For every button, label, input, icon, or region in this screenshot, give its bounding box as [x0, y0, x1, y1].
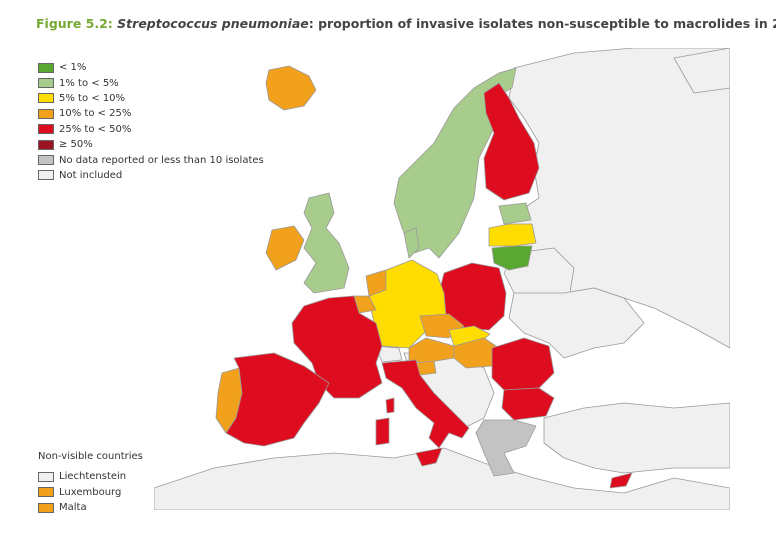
country-cyprus: [609, 472, 633, 489]
non-visible-label: Liechtenstein: [59, 471, 127, 483]
title-text: : proportion of invasive isolates non-su…: [308, 16, 776, 31]
non-visible-item: Luxembourg: [38, 485, 143, 501]
legend-item: 25% to < 50%: [38, 122, 264, 137]
country-estonia: [498, 202, 532, 225]
legend-item: 1% to < 5%: [38, 75, 264, 90]
legend-swatch: [38, 62, 54, 73]
country-bulgaria: [501, 387, 555, 421]
legend-label: 5% to < 10%: [59, 92, 126, 104]
country-lithuania: [491, 245, 533, 271]
figure-title: Figure 5.2: Streptococcus pneumoniae: pr…: [36, 16, 776, 31]
legend-swatch: [38, 471, 54, 482]
legend-item: Not included: [38, 168, 264, 183]
country-iceland: [265, 65, 317, 111]
legend-label: Not included: [59, 169, 123, 181]
country-france: [291, 295, 383, 399]
land-greenland-edge: [673, 48, 730, 94]
land-north-africa: [154, 447, 730, 510]
legend-label: 1% to < 5%: [59, 77, 119, 89]
legend-swatch: [38, 155, 54, 166]
country-finland: [483, 82, 540, 201]
legend-item: ≥ 50%: [38, 137, 264, 152]
land-ukraine: [508, 287, 645, 359]
non-visible-label: Malta: [59, 502, 87, 514]
country-sicily: [415, 447, 443, 467]
non-visible-item: Liechtenstein: [38, 469, 143, 485]
legend-swatch: [38, 487, 54, 498]
legend-swatch: [38, 78, 54, 89]
legend-swatch: [38, 93, 54, 104]
legend-item: 10% to < 25%: [38, 106, 264, 121]
country-uk: [303, 192, 350, 294]
legend-swatch: [38, 124, 54, 135]
country-netherlands: [365, 269, 387, 297]
legend-item: 5% to < 10%: [38, 91, 264, 106]
land-turkey: [543, 402, 730, 474]
country-latvia: [488, 223, 537, 247]
country-ireland: [265, 225, 305, 271]
non-visible-countries: Non-visible countries Liechtenstein Luxe…: [38, 451, 143, 516]
figure-label: Figure 5.2:: [36, 16, 113, 31]
legend-label: 10% to < 25%: [59, 108, 132, 120]
legend-label: No data reported or less than 10 isolate…: [59, 154, 264, 166]
non-visible-label: Luxembourg: [59, 486, 122, 498]
country-greece: [475, 419, 537, 477]
legend: < 1% 1% to < 5% 5% to < 10% 10% to < 25%…: [38, 60, 264, 183]
legend-swatch: [38, 139, 54, 150]
legend-label: 25% to < 50%: [59, 123, 132, 135]
europe-map: [154, 48, 730, 510]
country-spain: [225, 352, 330, 447]
legend-item: No data reported or less than 10 isolate…: [38, 152, 264, 167]
non-visible-title: Non-visible countries: [38, 451, 143, 462]
country-denmark: [403, 227, 420, 259]
country-sardinia: [375, 417, 390, 446]
legend-label: < 1%: [59, 62, 87, 74]
legend-swatch: [38, 502, 54, 513]
legend-item: < 1%: [38, 60, 264, 75]
title-species: Streptococcus pneumoniae: [117, 16, 309, 31]
non-visible-item: Malta: [38, 500, 143, 516]
legend-label: ≥ 50%: [59, 139, 93, 151]
legend-swatch: [38, 108, 54, 119]
country-switzerland: [375, 345, 403, 363]
country-romania: [491, 337, 555, 391]
legend-swatch: [38, 170, 54, 181]
country-corsica: [385, 397, 395, 414]
country-italy: [381, 359, 470, 449]
